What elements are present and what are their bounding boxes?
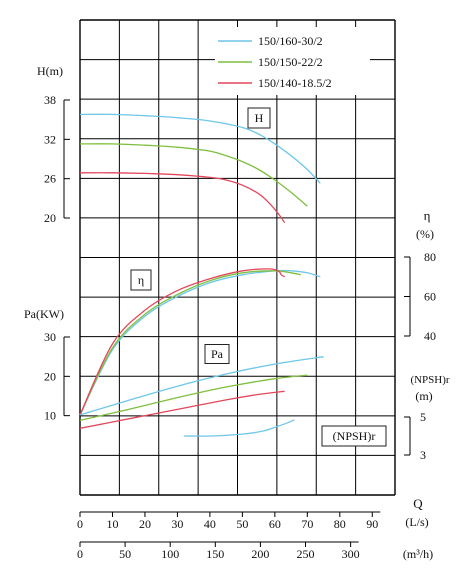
m3h-tick-label: 250 — [297, 547, 315, 561]
m3h-tick-label: 0 — [77, 547, 83, 561]
npsh-box-label-box — [321, 425, 387, 447]
eta-tick-label: 80 — [424, 250, 436, 264]
flow-tick-label: 20 — [139, 517, 151, 531]
pa-curve-0 — [79, 356, 324, 416]
flow-tick-label: 60 — [269, 517, 281, 531]
eta-curve-1 — [79, 270, 301, 416]
m3h-tick-label: 150 — [206, 547, 224, 561]
npsh-box-label: (NPSH)r — [333, 429, 376, 443]
legend-item-2: 150/140-18.5/2 — [258, 76, 332, 90]
eta-tick-label: 40 — [424, 329, 436, 343]
flow-tick-label: 0 — [77, 517, 83, 531]
npsh-axis-label: (NPSH)r — [410, 374, 449, 386]
eta-axis-label: η — [424, 208, 431, 223]
eta-tick-label: 60 — [424, 290, 436, 304]
h-curve-2 — [79, 172, 286, 223]
h-box-label-box — [247, 107, 271, 129]
flow-tick-label: 90 — [366, 517, 378, 531]
h-tick-label: 38 — [44, 93, 56, 107]
m3h-tick-label: 300 — [342, 547, 360, 561]
eta-curve-0 — [79, 269, 321, 416]
legend-item-1: 150/150-22/2 — [258, 55, 323, 69]
npsh-curve-0 — [183, 419, 295, 437]
pa-box-label: Pa — [211, 347, 224, 361]
eta-curve-2 — [79, 268, 285, 416]
h-curve-1 — [79, 143, 308, 207]
npsh-tick-label: 5 — [420, 410, 426, 424]
x-axis-label: Q — [413, 496, 423, 511]
flow-tick-label: 10 — [106, 517, 118, 531]
h-axis-label: H(m) — [37, 64, 63, 78]
pa-tick-label: 30 — [44, 330, 56, 344]
legend-item-0: 150/160-30/2 — [258, 34, 323, 48]
grid-lines — [79, 19, 396, 496]
h-curve-0 — [79, 113, 321, 184]
npsh-tick-label: 3 — [420, 448, 426, 462]
pa-curve-2 — [79, 390, 285, 429]
flow-tick-label: 50 — [236, 517, 248, 531]
pa-box-label-box — [204, 344, 230, 364]
eta-box-label-box — [130, 269, 152, 291]
flow-tick-label: 40 — [204, 517, 216, 531]
npsh-axis-unit: (m) — [415, 389, 432, 403]
pa-axis-label: Pa(KW) — [24, 307, 64, 321]
flow-unit-label: (L/s) — [405, 515, 428, 529]
m3h-tick-label: 200 — [251, 547, 269, 561]
pa-tick-label: 20 — [44, 369, 56, 383]
m3h-unit-label: (m³/h) — [403, 547, 433, 561]
pa-tick-label: 10 — [44, 409, 56, 423]
eta-axis-unit: (%) — [416, 227, 434, 241]
m3h-tick-label: 100 — [161, 547, 179, 561]
h-box-label: H — [255, 111, 264, 125]
flow-tick-label: 70 — [301, 517, 313, 531]
h-tick-label: 32 — [44, 132, 56, 146]
pa-curve-1 — [79, 374, 308, 422]
legend: 150/160-30/2 150/150-22/2 150/140-18.5/2 — [215, 27, 370, 95]
eta-box-label: η — [138, 273, 144, 287]
h-tick-label: 20 — [44, 211, 56, 225]
m3h-tick-label: 50 — [119, 547, 131, 561]
flow-tick-label: 80 — [334, 517, 346, 531]
h-tick-label: 26 — [44, 172, 56, 186]
flow-tick-label: 30 — [171, 517, 183, 531]
